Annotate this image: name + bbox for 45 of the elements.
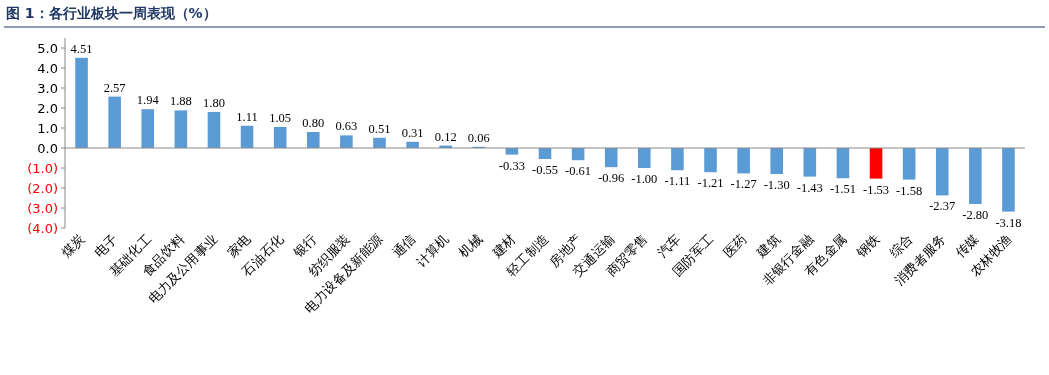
data-label: 0.06 [467, 130, 490, 145]
data-label: -3.18 [995, 215, 1022, 230]
data-label: 1.88 [169, 94, 192, 109]
data-label: -1.30 [763, 178, 790, 192]
data-label: -1.43 [796, 180, 823, 195]
data-label: 2.57 [103, 80, 126, 95]
y-tick-label: (2.0) [27, 181, 58, 196]
data-label: -1.11 [664, 174, 691, 189]
y-tick-label: 4.0 [37, 61, 58, 76]
data-label: 0.80 [302, 116, 325, 130]
data-label: -1.27 [730, 177, 757, 192]
data-label: -1.51 [829, 182, 856, 197]
data-label: 0.31 [401, 125, 424, 140]
data-label: -0.61 [565, 164, 592, 179]
data-label: 1.94 [136, 93, 160, 108]
y-tick-label: 2.0 [37, 101, 58, 116]
data-label: -0.33 [498, 158, 525, 173]
data-label: -2.80 [962, 208, 989, 222]
y-tick-label: 5.0 [37, 41, 58, 56]
data-label: -2.37 [929, 199, 956, 214]
data-label: 0.51 [368, 121, 391, 136]
data-label: 1.11 [236, 109, 258, 124]
data-label: -1.00 [631, 172, 658, 186]
data-label: 1.80 [203, 96, 225, 110]
y-tick-label: (4.0) [27, 221, 58, 236]
x-tick-label: 钢铁 [852, 231, 883, 262]
data-label: -1.53 [863, 182, 890, 197]
data-label: 0.12 [434, 129, 457, 144]
y-tick-label: 3.0 [37, 81, 58, 96]
x-tick-label: 机械 [455, 231, 485, 261]
data-label: -0.55 [531, 163, 559, 177]
y-tick-label: 0.0 [37, 141, 58, 156]
data-label: 0.63 [335, 119, 358, 134]
x-tick-label: 综合 [886, 231, 916, 261]
data-label: -1.58 [896, 183, 923, 198]
data-label: -0.96 [598, 171, 625, 186]
x-tick-label: 煤炭 [58, 231, 88, 261]
data-label: 1.05 [269, 111, 292, 125]
y-tick-label: (1.0) [27, 161, 58, 176]
y-tick-label: 1.0 [37, 121, 58, 136]
data-label: -1.21 [697, 176, 724, 191]
chart-title: 图 1：各行业板块一周表现（%） [6, 5, 217, 21]
y-tick-label: (3.0) [27, 201, 58, 216]
data-label: 4.51 [70, 41, 93, 56]
x-tick-label: 医药 [720, 231, 750, 261]
